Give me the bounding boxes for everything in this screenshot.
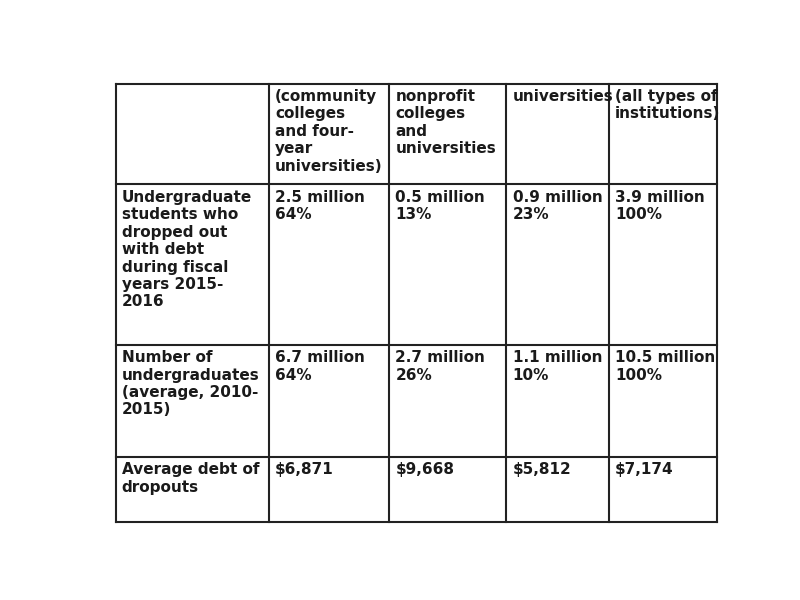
Text: Average debt of
dropouts: Average debt of dropouts: [122, 462, 259, 494]
Text: 2.5 million
64%: 2.5 million 64%: [275, 190, 365, 223]
Text: (all types of
institutions): (all types of institutions): [615, 89, 720, 121]
Text: universities: universities: [513, 89, 614, 104]
Text: 3.9 million
100%: 3.9 million 100%: [615, 190, 705, 223]
Text: 1.1 million
10%: 1.1 million 10%: [513, 350, 602, 383]
Text: nonprofit
colleges
and
universities: nonprofit colleges and universities: [395, 89, 496, 156]
Text: 6.7 million
64%: 6.7 million 64%: [275, 350, 365, 383]
Text: $6,871: $6,871: [275, 462, 334, 477]
Text: 10.5 million
100%: 10.5 million 100%: [615, 350, 715, 383]
Text: 0.9 million
23%: 0.9 million 23%: [513, 190, 602, 223]
Text: (community
colleges
and four-
year
universities): (community colleges and four- year unive…: [275, 89, 382, 173]
Text: 0.5 million
13%: 0.5 million 13%: [395, 190, 485, 223]
Text: $9,668: $9,668: [395, 462, 454, 477]
Text: Undergraduate
students who
dropped out
with debt
during fiscal
years 2015-
2016: Undergraduate students who dropped out w…: [122, 190, 252, 310]
Text: Number of
undergraduates
(average, 2010-
2015): Number of undergraduates (average, 2010-…: [122, 350, 259, 418]
Text: 2.7 million
26%: 2.7 million 26%: [395, 350, 486, 383]
Text: $5,812: $5,812: [513, 462, 571, 477]
Text: $7,174: $7,174: [615, 462, 674, 477]
